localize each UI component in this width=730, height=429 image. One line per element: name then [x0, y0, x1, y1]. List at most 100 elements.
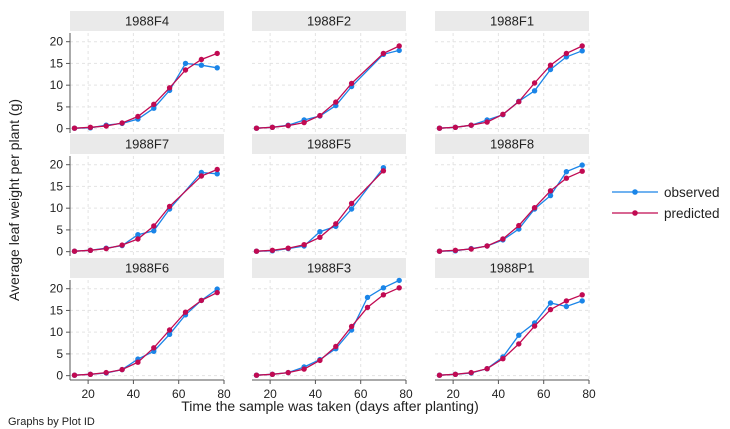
observed-point [531, 88, 538, 94]
predicted-point [182, 67, 189, 73]
predicted-point [436, 125, 443, 131]
predicted-point [547, 62, 554, 68]
predicted-point [253, 248, 260, 254]
predicted-point [579, 168, 585, 174]
y-tick-label: 10 [50, 325, 64, 339]
predicted-point [531, 323, 538, 329]
observed-point [547, 66, 554, 73]
y-tick-label: 15 [50, 179, 64, 193]
observed-point [380, 285, 387, 291]
predicted-line [256, 287, 400, 376]
observed-line [256, 279, 400, 376]
predicted-point [364, 304, 371, 311]
panel-1988F2: 1988F2 [252, 11, 407, 133]
predicted-point [285, 122, 291, 129]
panel-1988F6: 1988F6 0 5 10 15 20 20 40 60 80 [50, 258, 231, 401]
predicted-point [452, 371, 459, 377]
predicted-point [380, 168, 387, 174]
predicted-point [214, 50, 220, 57]
observed-line [74, 171, 218, 252]
predicted-point [198, 297, 205, 304]
legend-predicted-marker [632, 210, 638, 216]
predicted-point [468, 122, 474, 128]
predicted-line [74, 292, 218, 376]
predicted-point [317, 357, 323, 364]
predicted-point [333, 99, 339, 105]
panel-title: 1988F8 [490, 137, 534, 152]
predicted-point [301, 366, 307, 372]
panel-1988F8: 1988F8 [435, 134, 590, 256]
y-tick-label: 5 [56, 223, 63, 237]
observed-point [396, 47, 402, 54]
x-tick-label: 80 [217, 387, 231, 401]
x-axis-title: Time the sample was taken (days after pl… [181, 398, 479, 414]
x-tick-label: 20 [81, 387, 95, 401]
observed-point [516, 332, 522, 338]
predicted-point [182, 309, 189, 315]
graph-note: Graphs by Plot ID [8, 416, 95, 428]
observed-point [151, 105, 157, 111]
predicted-point [380, 50, 387, 57]
predicted-point [563, 50, 570, 57]
predicted-point [348, 323, 355, 330]
predicted-point [285, 369, 291, 376]
legend-observed-label: observed [664, 185, 720, 200]
legend: observed predicted [612, 185, 720, 221]
predicted-point [396, 285, 402, 291]
predicted-point [516, 222, 522, 229]
observed-line [256, 49, 400, 129]
predicted-line [74, 52, 218, 129]
predicted-point [531, 80, 538, 86]
predicted-point [87, 247, 94, 253]
x-tick-label: 80 [582, 387, 596, 401]
predicted-point [500, 356, 506, 362]
y-tick-label: 15 [50, 303, 64, 317]
predicted-point [563, 175, 570, 181]
x-tick-label: 40 [492, 387, 506, 401]
predicted-point [214, 289, 220, 296]
predicted-point [317, 234, 323, 240]
predicted-point [516, 341, 522, 347]
panel-strip [252, 258, 406, 278]
predicted-point [484, 366, 490, 372]
observed-point [547, 300, 554, 306]
x-tick-label: 40 [127, 387, 141, 401]
predicted-point [103, 369, 109, 376]
y-tick-label: 0 [56, 245, 63, 259]
observed-point [166, 331, 173, 337]
x-tick-label: 60 [172, 387, 186, 401]
observed-point [364, 294, 371, 301]
panel-strip [435, 11, 589, 31]
predicted-point [71, 372, 78, 378]
x-tick-label: 20 [446, 387, 460, 401]
x-tick-label: 60 [537, 387, 551, 401]
observed-point [579, 162, 585, 168]
panel-strip [252, 11, 406, 31]
x-tick-label: 40 [309, 387, 323, 401]
predicted-point [436, 248, 443, 254]
x-tick-label: 60 [354, 387, 368, 401]
predicted-point [436, 372, 443, 378]
panel-title: 1988F2 [307, 14, 351, 29]
predicted-line [74, 168, 218, 252]
predicted-point [516, 99, 522, 105]
panel-title: 1988P1 [490, 261, 535, 276]
predicted-point [500, 236, 506, 242]
predicted-point [484, 119, 490, 125]
predicted-point [269, 124, 276, 130]
predicted-point [579, 292, 585, 298]
predicted-point [547, 188, 554, 194]
panel-title: 1988F6 [125, 261, 169, 276]
predicted-point [151, 345, 157, 351]
y-tick-label: 15 [50, 56, 64, 70]
predicted-point [301, 242, 307, 248]
predicted-point [531, 205, 538, 211]
predicted-point [135, 113, 141, 120]
predicted-point [151, 223, 157, 229]
legend-observed-marker [632, 189, 638, 195]
y-tick-label: 20 [50, 158, 64, 172]
predicted-point [198, 56, 205, 63]
panel-1988F3: 1988F3 20 40 60 80 [252, 258, 413, 401]
predicted-point [301, 119, 307, 126]
